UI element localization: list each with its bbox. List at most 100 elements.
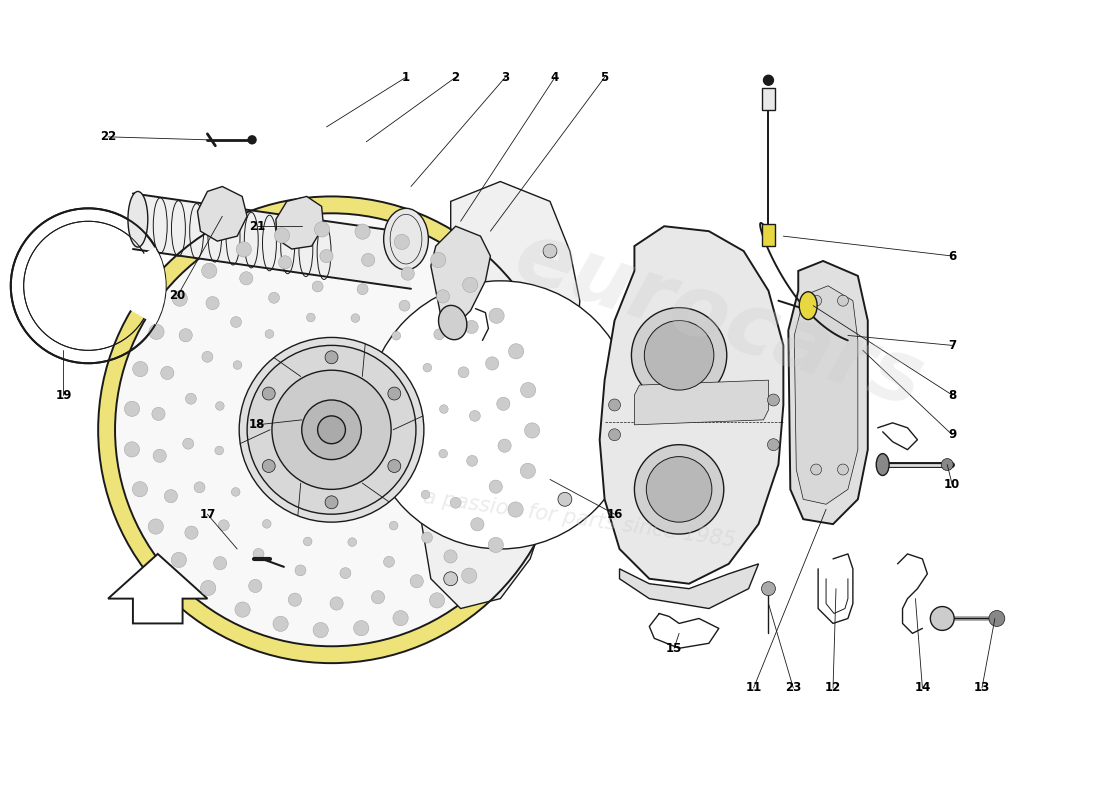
Circle shape: [837, 295, 848, 306]
Circle shape: [340, 568, 351, 578]
Circle shape: [185, 526, 198, 539]
Text: 1: 1: [402, 70, 410, 84]
Circle shape: [485, 357, 498, 370]
Circle shape: [295, 565, 306, 576]
Circle shape: [278, 256, 292, 269]
Circle shape: [164, 490, 177, 502]
Circle shape: [421, 532, 432, 543]
Circle shape: [152, 407, 165, 421]
Circle shape: [470, 410, 481, 422]
Circle shape: [179, 329, 192, 342]
Circle shape: [231, 487, 240, 496]
Circle shape: [931, 606, 954, 630]
Circle shape: [399, 300, 410, 311]
Circle shape: [471, 518, 484, 531]
Circle shape: [272, 370, 392, 490]
Polygon shape: [276, 197, 323, 249]
Circle shape: [508, 344, 524, 359]
Circle shape: [318, 416, 345, 444]
Circle shape: [444, 550, 458, 563]
Circle shape: [647, 457, 712, 522]
Circle shape: [301, 400, 361, 459]
Polygon shape: [133, 194, 411, 289]
Circle shape: [314, 622, 328, 638]
Polygon shape: [635, 380, 769, 425]
Polygon shape: [421, 182, 580, 609]
Circle shape: [351, 314, 360, 322]
Polygon shape: [600, 226, 783, 584]
Circle shape: [206, 297, 219, 310]
Text: 3: 3: [502, 70, 509, 84]
Circle shape: [148, 324, 164, 339]
Circle shape: [236, 242, 252, 257]
Circle shape: [353, 621, 369, 636]
Circle shape: [635, 445, 724, 534]
Text: eurocars: eurocars: [504, 215, 934, 426]
Circle shape: [508, 502, 524, 517]
Circle shape: [262, 459, 275, 473]
Text: 18: 18: [249, 418, 265, 431]
Circle shape: [132, 482, 147, 497]
Circle shape: [312, 281, 323, 292]
Circle shape: [459, 244, 473, 258]
Circle shape: [490, 480, 503, 494]
Circle shape: [133, 362, 148, 377]
Circle shape: [235, 602, 250, 618]
Circle shape: [608, 399, 620, 411]
Circle shape: [355, 224, 371, 239]
Circle shape: [462, 568, 477, 583]
Text: 19: 19: [55, 389, 72, 402]
Circle shape: [124, 442, 140, 457]
Circle shape: [450, 498, 461, 508]
Circle shape: [362, 254, 375, 266]
Circle shape: [410, 574, 424, 588]
Circle shape: [288, 593, 301, 606]
Circle shape: [811, 464, 822, 475]
Circle shape: [761, 582, 776, 596]
Circle shape: [326, 496, 338, 509]
Circle shape: [465, 320, 478, 334]
Circle shape: [239, 338, 424, 522]
Ellipse shape: [800, 292, 817, 319]
Circle shape: [433, 329, 444, 340]
Circle shape: [394, 234, 409, 250]
Circle shape: [424, 363, 431, 372]
Circle shape: [172, 291, 187, 306]
Circle shape: [153, 449, 166, 462]
Circle shape: [372, 590, 385, 604]
Circle shape: [384, 556, 395, 567]
Polygon shape: [108, 554, 208, 623]
Circle shape: [320, 250, 333, 262]
Circle shape: [249, 136, 256, 144]
Text: 2: 2: [452, 70, 460, 84]
Circle shape: [443, 572, 458, 586]
Circle shape: [645, 321, 714, 390]
Circle shape: [520, 463, 536, 478]
Circle shape: [98, 197, 565, 663]
Circle shape: [249, 579, 262, 593]
Circle shape: [437, 290, 450, 303]
Text: 20: 20: [169, 290, 186, 302]
Circle shape: [315, 222, 330, 237]
Bar: [761, 88, 776, 110]
Text: 17: 17: [199, 508, 216, 521]
Polygon shape: [794, 286, 858, 504]
Circle shape: [463, 278, 477, 293]
Circle shape: [439, 450, 448, 458]
Circle shape: [388, 459, 400, 473]
Circle shape: [389, 522, 398, 530]
Ellipse shape: [128, 191, 147, 247]
Text: 4: 4: [551, 70, 559, 84]
Circle shape: [837, 464, 848, 475]
Circle shape: [148, 519, 164, 534]
Circle shape: [268, 292, 279, 303]
Circle shape: [466, 455, 477, 466]
Polygon shape: [619, 564, 759, 609]
Circle shape: [811, 295, 822, 306]
Ellipse shape: [439, 306, 466, 340]
Circle shape: [231, 317, 242, 327]
Circle shape: [989, 610, 1004, 626]
Circle shape: [116, 214, 548, 646]
Circle shape: [326, 351, 338, 364]
Text: 9: 9: [948, 428, 956, 442]
